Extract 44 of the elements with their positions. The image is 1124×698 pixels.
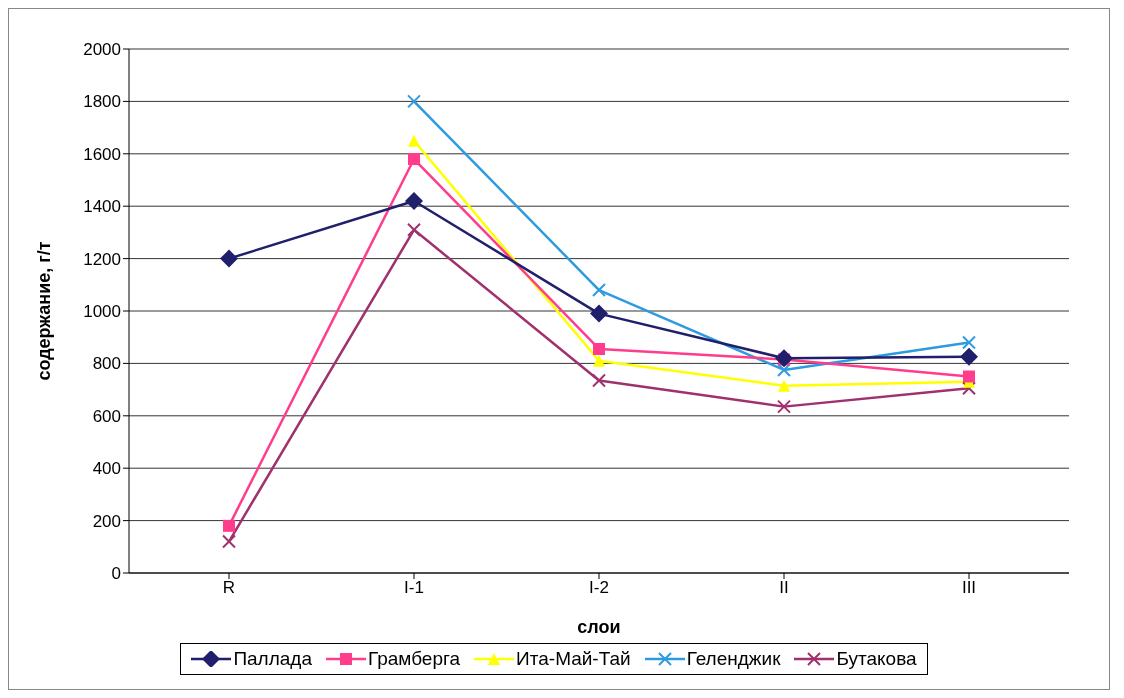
x-tick-label: III [961,578,977,598]
y-tick-label: 600 [92,406,121,426]
point [960,347,978,366]
point [962,381,976,396]
legend-label: Бутакова [836,648,917,670]
point [408,153,420,166]
x-tick-label: I-1 [404,578,424,598]
y-tick-label: 2000 [83,40,121,60]
point [592,283,606,298]
y-tick-label: 1000 [83,302,121,322]
legend-label: Паллада [233,648,312,670]
x-tick-label: I-2 [589,578,609,598]
x-tick-label: R [222,578,236,598]
point [407,94,421,109]
x-tick-label: II [779,578,789,598]
legend-label: Геленджик [686,648,781,670]
legend-label: Грамберга [368,648,461,670]
point [963,370,975,383]
point [778,379,790,392]
point [223,519,235,532]
point [222,534,236,549]
point [590,304,608,323]
point [962,335,976,350]
y-tick-label: 1200 [83,249,121,269]
point [220,249,238,268]
y-axis-title: содержание, г/т [34,241,55,381]
y-tick-label: 0 [111,564,121,584]
point [777,362,791,377]
point [593,354,605,367]
point [592,373,606,388]
legend-label: Ита-Май-Тай [516,648,631,670]
point [408,134,420,147]
y-tick-label: 1800 [83,92,121,112]
y-tick-label: 200 [92,511,121,531]
y-tick-label: 1400 [83,197,121,217]
x-axis-title: слои [577,617,621,637]
y-tick-label: 800 [92,354,121,374]
point [405,191,423,210]
point [777,399,791,414]
point [775,349,793,368]
point [593,342,605,355]
y-tick-label: 400 [92,459,121,479]
y-tick-label: 1600 [83,144,121,164]
point [407,222,421,237]
